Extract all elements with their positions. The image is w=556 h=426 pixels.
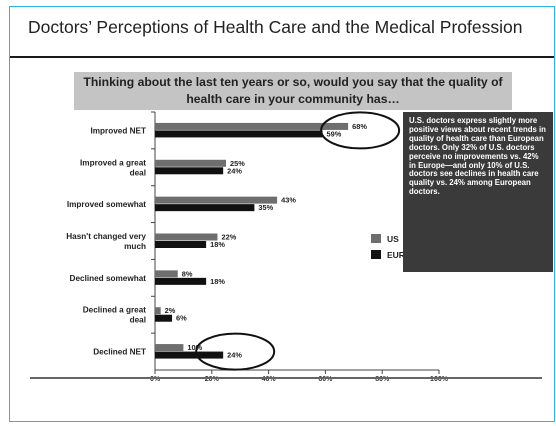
data-label: 2% xyxy=(165,306,176,315)
highlight-ellipse xyxy=(195,332,276,371)
question-banner: Thinking about the last ten years or so,… xyxy=(74,72,512,110)
data-label: 10% xyxy=(187,343,202,352)
title-divider xyxy=(10,56,554,58)
bar-europe xyxy=(155,314,173,322)
bar-europe xyxy=(155,167,224,175)
highlight-ellipse xyxy=(320,111,401,150)
bar-europe xyxy=(155,130,323,138)
category-label: deal xyxy=(130,316,146,325)
category-label: Declined somewhat xyxy=(70,274,147,283)
data-label: 8% xyxy=(182,269,193,278)
x-tick-label: 60% xyxy=(318,376,333,383)
x-tick-label: 80% xyxy=(375,376,390,383)
bar-us xyxy=(155,270,178,278)
bottom-divider xyxy=(30,377,542,379)
category-label: Improved somewhat xyxy=(67,200,146,209)
bar-europe xyxy=(155,241,207,248)
bar-us xyxy=(155,344,184,352)
data-label: 68% xyxy=(352,122,367,131)
data-label: 24% xyxy=(227,351,242,360)
category-label: Declined NET xyxy=(93,348,146,357)
x-tick-label: 40% xyxy=(262,376,277,383)
bar-us xyxy=(155,196,278,204)
bar-us xyxy=(155,307,161,315)
bar-us xyxy=(155,122,349,130)
category-label: Declined a great xyxy=(83,306,147,315)
x-tick-label: 100% xyxy=(430,376,449,383)
slide-title: Doctors’ Perceptions of Health Care and … xyxy=(28,17,523,37)
data-label: 35% xyxy=(258,203,273,212)
bar-us xyxy=(155,233,218,241)
data-label: 6% xyxy=(176,314,187,323)
data-label: 22% xyxy=(221,233,236,242)
x-tick-label: 0% xyxy=(150,376,161,383)
legend-label: US xyxy=(387,234,399,244)
data-label: 43% xyxy=(281,196,296,205)
category-label: much xyxy=(124,242,146,251)
category-label: Improved a great xyxy=(80,158,146,167)
category-label: deal xyxy=(130,168,146,177)
data-label: 24% xyxy=(227,166,242,175)
category-label: Hasn't changed very xyxy=(66,232,146,241)
data-label: 59% xyxy=(327,129,342,138)
bar-europe xyxy=(155,277,207,285)
legend-swatch xyxy=(371,234,381,243)
data-label: 18% xyxy=(210,240,225,249)
x-tick-label: 20% xyxy=(205,376,220,383)
bar-europe xyxy=(155,204,255,212)
data-label: 18% xyxy=(210,277,225,286)
bar-europe xyxy=(155,351,224,359)
data-label: 25% xyxy=(230,159,245,168)
bar-us xyxy=(155,159,226,167)
category-label: Improved NET xyxy=(90,126,146,135)
annotation-note: U.S. doctors express slightly more posit… xyxy=(403,112,553,272)
legend-swatch xyxy=(371,250,381,259)
